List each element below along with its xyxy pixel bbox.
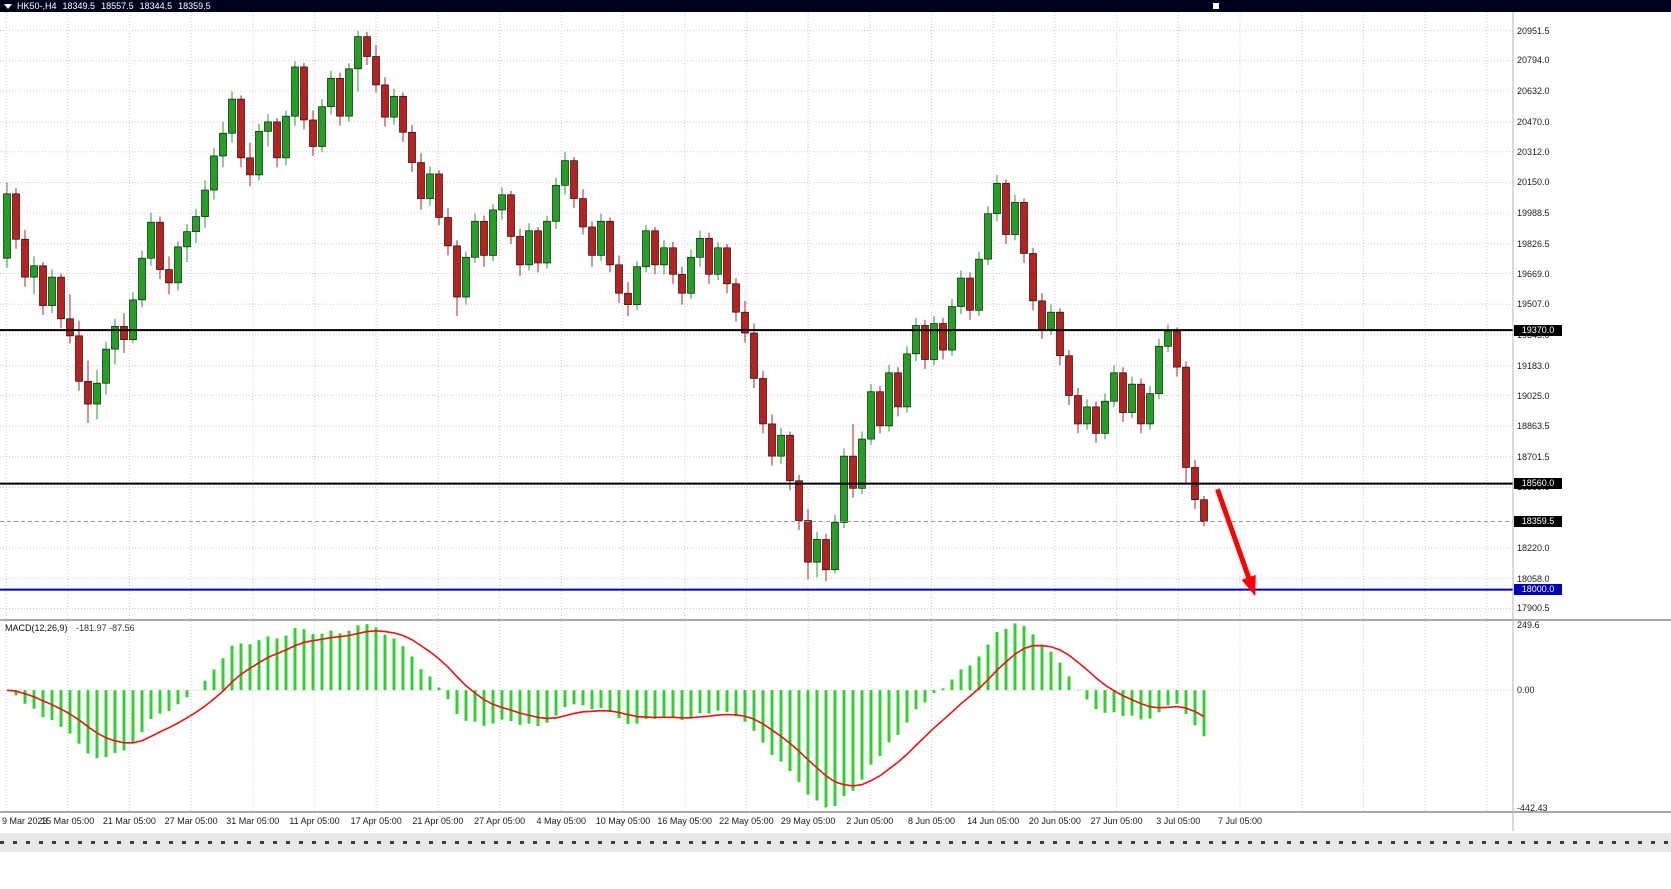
time-axis-label: 22 May 05:00 — [719, 816, 774, 826]
price-level-badge[interactable]: 18560.0 — [1514, 478, 1562, 490]
top-bar-dot — [1213, 3, 1219, 9]
price-tick-label: 19826.5 — [1517, 238, 1550, 249]
time-axis-label: 27 Mar 05:00 — [164, 816, 218, 826]
panel-separators[interactable] — [0, 12, 1671, 831]
scrollbar-ticks — [0, 841, 1671, 844]
macd-axis-label: 249.6 — [1517, 620, 1540, 630]
price-tick-label: 17900.5 — [1517, 603, 1550, 614]
time-axis-label: 11 Apr 05:00 — [289, 816, 340, 826]
price-tick-label: 20150.0 — [1517, 177, 1550, 188]
chart-header-bar: HK50-,H4 18349.5 18557.5 18344.5 18359.5 — [0, 0, 1671, 12]
price-level-badge[interactable]: 19370.0 — [1514, 324, 1562, 336]
time-axis-label: 7 Jul 05:00 — [1217, 816, 1263, 826]
time-axis-label: 16 May 05:00 — [657, 816, 712, 826]
price-tick-label: 20470.0 — [1517, 116, 1550, 127]
time-axis-label: 2 Jun 05:00 — [846, 816, 894, 826]
time-axis-label: 8 Jun 05:00 — [907, 816, 956, 826]
gridlines — [0, 12, 1513, 811]
macd-signal-line — [6, 629, 1205, 787]
price-tick-label: 19507.0 — [1517, 299, 1550, 310]
price-tick-label: 18058.0 — [1517, 573, 1550, 584]
price-tick-label: 20951.5 — [1517, 25, 1550, 36]
macd-params-label: MACD(12,26,9) — [5, 623, 68, 633]
macd-axis-label: 0.00 — [1517, 685, 1535, 696]
quote-high: 18557.5 — [101, 1, 134, 11]
quote-low: 18344.5 — [139, 1, 173, 11]
price-tick-label: 20312.0 — [1517, 146, 1550, 157]
price-tick-label: 20632.0 — [1517, 86, 1550, 97]
candlesticks — [3, 30, 1208, 582]
price-tick-label: 19025.0 — [1517, 390, 1550, 401]
price-level-badge[interactable]: 18359.5 — [1514, 516, 1562, 528]
macd-indicator-label: MACD(12,26,9) -181.97 -87.56 — [5, 623, 135, 633]
time-axis-label: 27 Apr 05:00 — [474, 816, 526, 826]
time-axis-label: 9 Mar 2023 — [2, 816, 48, 826]
time-axis-label: 31 Mar 05:00 — [226, 816, 280, 826]
time-axis-label: 10 May 05:00 — [595, 816, 651, 826]
time-axis-label: 15 Mar 05:00 — [41, 816, 95, 826]
time-axis-label: 29 May 05:00 — [780, 816, 836, 826]
macd-axis-label: -442.43 — [1517, 803, 1548, 813]
price-tick-label: 19669.0 — [1517, 268, 1550, 279]
macd-values-label: -181.97 -87.56 — [76, 623, 135, 633]
quote-close: 18359.5 — [178, 1, 211, 11]
time-axis-label: 3 Jul 05:00 — [1156, 816, 1201, 826]
trend-arrow[interactable] — [1215, 488, 1256, 597]
time-axis-label: 4 May 05:00 — [536, 816, 587, 826]
symbol-dropdown-icon[interactable] — [4, 3, 12, 9]
price-level-badge[interactable]: 18000.0 — [1514, 584, 1562, 596]
symbol-period-label: HK50-,H4 — [17, 1, 57, 11]
price-tick-label: 19183.0 — [1517, 360, 1550, 371]
price-tick-label: 18863.5 — [1517, 421, 1550, 432]
price-tick-label: 19988.5 — [1517, 208, 1550, 219]
quote-open: 18349.5 — [62, 1, 96, 11]
time-axis-label: 20 Jun 05:00 — [1028, 816, 1081, 826]
time-axis-label: 14 Jun 05:00 — [967, 816, 1020, 826]
bottom-scrollbar[interactable] — [0, 833, 1671, 852]
time-axis-label: 17 Apr 05:00 — [350, 816, 402, 826]
price-tick-label: 20794.0 — [1517, 55, 1550, 66]
time-axis-label: 27 Jun 05:00 — [1090, 816, 1143, 826]
price-tick-label: 18220.0 — [1517, 542, 1550, 553]
time-axis-label: 21 Apr 05:00 — [412, 816, 464, 826]
time-axis-label: 21 Mar 05:00 — [102, 816, 156, 826]
macd-histogram — [14, 623, 1206, 808]
price-tick-label: 18701.5 — [1517, 451, 1550, 462]
